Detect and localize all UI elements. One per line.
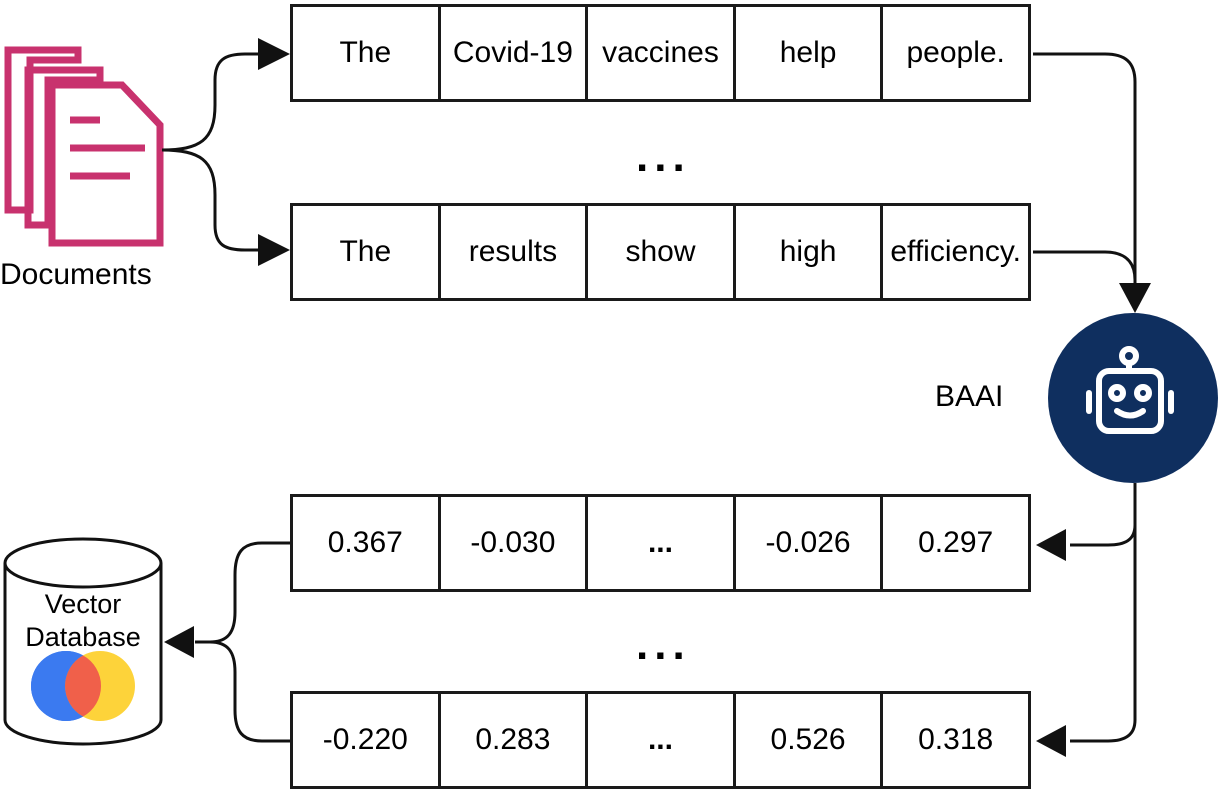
sentence-row: The Covid-19 vaccines help people. — [290, 4, 1031, 102]
arrowhead — [1036, 725, 1066, 757]
model-label: BAAI — [935, 380, 1004, 413]
arrowhead — [258, 234, 290, 266]
embedding-value: -0.030 — [441, 497, 589, 589]
token-cell: Covid-19 — [441, 7, 589, 99]
embedding-value: 0.367 — [293, 497, 441, 589]
embedding-value: -0.220 — [293, 694, 441, 786]
sentence-row: The results show high efficiency. — [290, 203, 1031, 301]
token-cell: people. — [906, 36, 1005, 69]
sentences-ellipsis: ... — [636, 132, 691, 181]
token-cell: vaccines — [588, 7, 736, 99]
embedding-value: 0.526 — [736, 694, 884, 786]
token-cell: help — [736, 7, 884, 99]
model-circle — [1048, 313, 1218, 483]
database-icon — [3, 537, 163, 746]
embedding-row: 0.367 -0.030 ... -0.026 0.297 — [290, 494, 1031, 592]
arrowhead — [258, 38, 290, 70]
embedding-value: 0.297 — [918, 526, 994, 559]
token-cell: show — [588, 206, 736, 298]
token-cell: efficiency. — [890, 235, 1021, 268]
arrowhead — [1036, 529, 1066, 561]
token-cell: The — [293, 206, 441, 298]
documents-icon — [4, 46, 164, 247]
token-cell: The — [293, 7, 441, 99]
robot-icon — [1086, 346, 1174, 434]
vector-db-label: Vector Database — [5, 588, 161, 654]
vector-db-label-line1: Vector — [44, 589, 122, 619]
embedding-value: ... — [588, 497, 736, 589]
embeddings-ellipsis: ... — [636, 620, 691, 669]
documents-label: Documents — [0, 258, 152, 291]
vector-db-label-line2: Database — [25, 622, 141, 652]
token-cell: results — [441, 206, 589, 298]
embedding-value: -0.026 — [736, 497, 884, 589]
token-cell: high — [736, 206, 884, 298]
embedding-value: ... — [588, 694, 736, 786]
arrowhead — [164, 626, 194, 658]
arrowhead — [1119, 283, 1151, 313]
embedding-value: 0.283 — [441, 694, 589, 786]
embedding-row: -0.220 0.283 ... 0.526 0.318 — [290, 691, 1031, 789]
embedding-value: 0.318 — [918, 723, 994, 756]
